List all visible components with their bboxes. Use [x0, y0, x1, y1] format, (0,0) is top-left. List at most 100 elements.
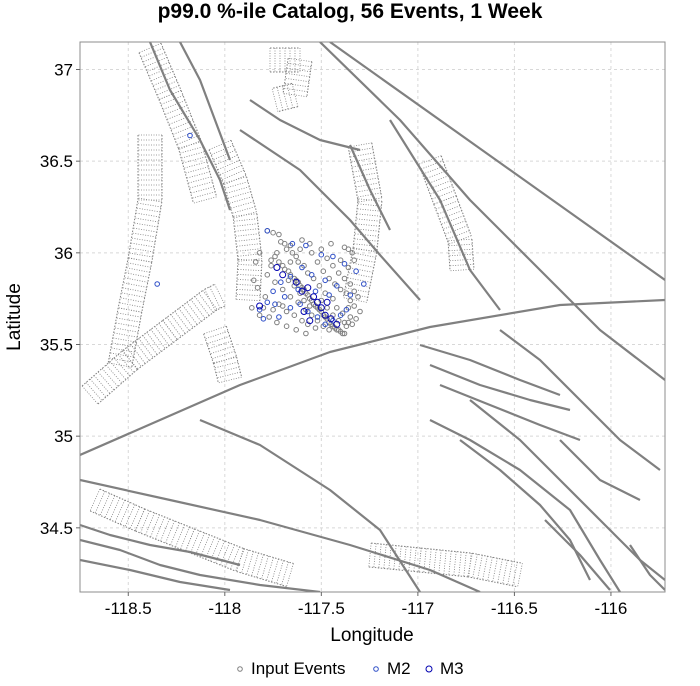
- fault-trace: [459, 439, 591, 581]
- input-event-point: [326, 327, 332, 333]
- fault-zone-hatch: [154, 326, 170, 346]
- fault-zone-hatch: [276, 560, 284, 584]
- fault-zone-hatch: [183, 161, 208, 169]
- fault-trace: [469, 399, 665, 581]
- fault-zone-hatch: [283, 92, 307, 98]
- legend-label-input-events: Input Events: [251, 659, 346, 678]
- fault-zone-hatch: [373, 543, 377, 568]
- fault-zone-hatch: [172, 125, 196, 135]
- fault-trace: [319, 42, 665, 381]
- fault-trace: [199, 418, 421, 592]
- fault-zone-edge: [107, 307, 119, 363]
- fault-zone-hatch: [261, 555, 269, 580]
- fault-zone-hatch: [285, 72, 310, 78]
- m3-event-point: [327, 315, 335, 323]
- fault-zone-hatch: [433, 549, 437, 574]
- fault-zone-hatch: [200, 534, 210, 558]
- fault-zone-hatch: [195, 532, 205, 556]
- fault-zone-hatch: [408, 547, 412, 571]
- input-event-point: [283, 308, 290, 315]
- fault-zone-hatch: [186, 302, 202, 322]
- fault-zone-hatch: [217, 159, 240, 171]
- m2-event-point: [337, 312, 344, 319]
- fault-zone-edge: [230, 140, 247, 176]
- fault-zone-hatch: [174, 311, 190, 331]
- input-event-point: [335, 317, 342, 324]
- y-tick-label: 36.5: [40, 152, 73, 171]
- input-event-point: [349, 321, 356, 328]
- fault-zone-edge: [418, 164, 435, 205]
- fault-zone-hatch: [356, 187, 381, 193]
- fault-zone-hatch: [439, 210, 463, 220]
- fault-zone-hatch: [446, 230, 470, 240]
- fault-zone-hatch: [123, 282, 147, 288]
- fault-zone-hatch: [124, 277, 148, 283]
- fault-zone-hatch: [89, 378, 107, 398]
- fault-zone-hatch: [237, 274, 262, 276]
- y-tick-label: 35.5: [40, 336, 73, 355]
- fault-zone-hatch: [256, 554, 264, 578]
- fault-zone-hatch: [85, 382, 103, 401]
- fault-zone-hatch: [287, 62, 312, 68]
- fault-zone-hatch: [449, 263, 474, 267]
- fault-zone-hatch: [138, 42, 162, 54]
- x-tick-label: -118: [208, 599, 241, 618]
- fault-zone-hatch: [281, 85, 289, 110]
- fault-zone-hatch: [217, 371, 241, 379]
- fault-zone-hatch: [97, 371, 115, 391]
- fault-zone-hatch: [105, 364, 123, 384]
- fault-zone-edge: [176, 309, 218, 341]
- m2-event-point: [330, 317, 336, 324]
- fault-zone-hatch: [190, 186, 214, 194]
- fault-zone-hatch: [126, 347, 142, 367]
- fault-zone-hatch: [104, 495, 116, 518]
- fault-zone-hatch: [482, 556, 488, 580]
- m3-event-point: [298, 287, 306, 295]
- fault-zone-hatch: [353, 248, 377, 252]
- m2-event-point: [295, 286, 302, 293]
- fault-zone-hatch: [368, 543, 372, 567]
- fault-lines: [80, 42, 665, 592]
- fault-zone-hatch: [353, 247, 377, 253]
- input-event-point: [353, 316, 359, 322]
- fault-zone-hatch: [170, 314, 186, 334]
- fault-zone-hatch: [351, 162, 376, 168]
- fault-zone-hatch: [93, 375, 111, 394]
- chart-title: p99.0 %-ile Catalog, 56 Events, 1 Week: [158, 0, 543, 23]
- input-event-point: [314, 317, 321, 324]
- input-event-point: [262, 294, 269, 300]
- fault-zone-hatch: [185, 528, 195, 552]
- fault-zone-hatch: [133, 227, 157, 233]
- input-event-point: [307, 303, 313, 309]
- fault-zone-hatch: [94, 491, 106, 514]
- x-tick-label: -117: [401, 599, 434, 618]
- input-event-point: [308, 250, 315, 256]
- fault-trace: [419, 343, 561, 397]
- fault-zone-edge: [368, 566, 419, 573]
- fault-zone-hatch: [477, 555, 483, 579]
- input-event-point: [297, 246, 303, 252]
- m3-event-point: [292, 278, 300, 286]
- y-axis-ticks: 34.5 35 35.5 36 36.5 37: [40, 61, 80, 538]
- fault-zone-hatch: [223, 174, 247, 186]
- m3-event-point: [317, 304, 325, 312]
- fault-zone-hatch: [150, 71, 174, 82]
- fault-zone-hatch: [182, 305, 198, 325]
- fault-zone-hatch: [128, 257, 152, 263]
- fault-zone-hatch: [170, 120, 194, 130]
- input-event-point: [252, 259, 259, 265]
- fault-zone-hatch: [350, 262, 374, 268]
- input-event-point: [291, 283, 298, 289]
- input-event-point: [312, 325, 319, 331]
- fault-zone-hatch: [129, 247, 154, 253]
- fault-zone-hatch: [109, 352, 134, 358]
- input-event-point: [324, 255, 330, 262]
- fault-trace: [439, 383, 581, 442]
- input-event-point: [303, 330, 309, 337]
- fault-trace: [329, 42, 665, 281]
- input-event-point: [254, 284, 261, 291]
- fault-zone-hatch: [134, 341, 150, 361]
- fault-zone-hatch: [187, 176, 212, 184]
- plot-frame: [79, 41, 666, 593]
